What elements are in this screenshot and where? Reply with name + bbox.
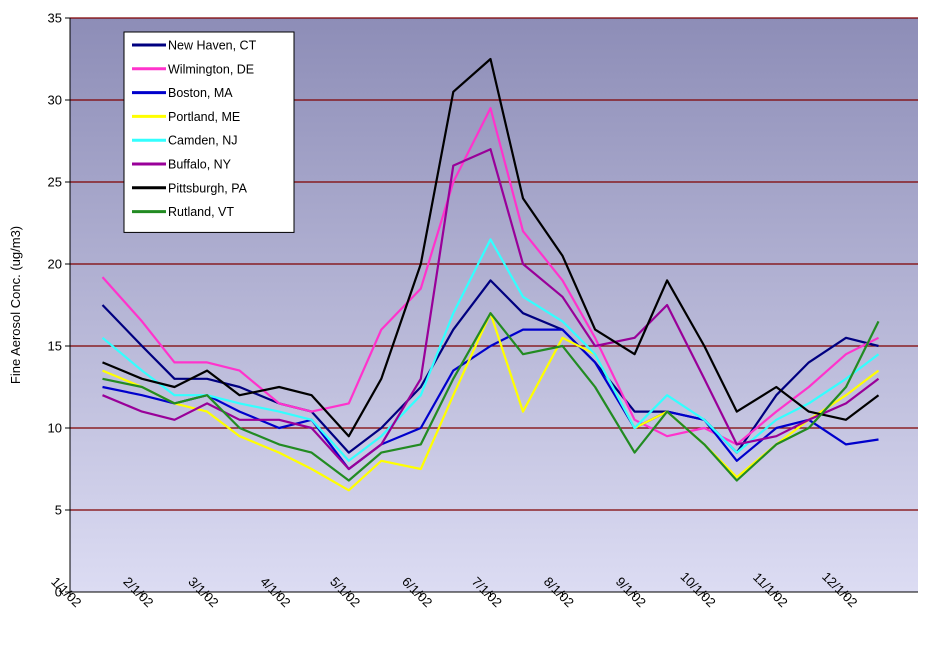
y-tick-label: 35 <box>48 11 62 26</box>
y-tick-label: 15 <box>48 339 62 354</box>
legend-label: Pittsburgh, PA <box>168 181 248 195</box>
legend-label: Buffalo, NY <box>168 158 232 172</box>
gridlines <box>70 17 918 511</box>
y-tick-label: 5 <box>55 503 62 518</box>
legend-label: Rutland, VT <box>168 205 234 219</box>
legend: New Haven, CT Wilmington, DE Boston, MA Por… <box>123 31 295 233</box>
legend-label: Portland, ME <box>168 110 240 124</box>
legend-box <box>123 31 295 233</box>
series-line-pittsburgh-pa <box>102 57 880 438</box>
legend-label: Boston, MA <box>168 86 233 100</box>
series-line-rutland-vt <box>102 312 880 482</box>
series-line-boston-ma <box>102 328 879 471</box>
y-tick-label: 30 <box>48 93 62 108</box>
y-tick-label: 20 <box>48 257 62 272</box>
y-tick-label: 0 <box>55 585 62 600</box>
y-tick-label: 25 <box>48 175 62 190</box>
series-lines <box>101 57 880 492</box>
series-line-wilmington-de <box>101 107 879 446</box>
series-line-buffalo-ny <box>102 148 880 471</box>
y-tick-label: 10 <box>48 421 62 436</box>
y-axis-label: Fine Aerosol Conc. (ug/m3) <box>8 226 23 384</box>
legend-label: Wilmington, DE <box>168 62 254 76</box>
legend-label: Camden, NJ <box>168 134 237 148</box>
legend-label: New Haven, CT <box>168 39 257 53</box>
